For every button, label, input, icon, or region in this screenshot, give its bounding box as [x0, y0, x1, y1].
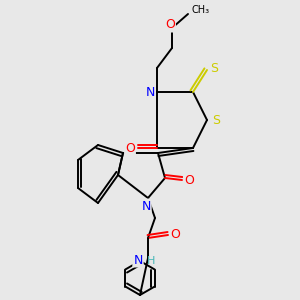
Text: S: S [210, 61, 218, 74]
Text: O: O [170, 229, 180, 242]
Text: N: N [141, 200, 151, 212]
Text: O: O [125, 142, 135, 154]
Text: S: S [212, 113, 220, 127]
Text: H: H [147, 256, 155, 266]
Text: CH₃: CH₃ [191, 5, 209, 15]
Text: N: N [133, 254, 143, 266]
Text: N: N [145, 85, 155, 98]
Text: O: O [184, 173, 194, 187]
Text: O: O [165, 19, 175, 32]
